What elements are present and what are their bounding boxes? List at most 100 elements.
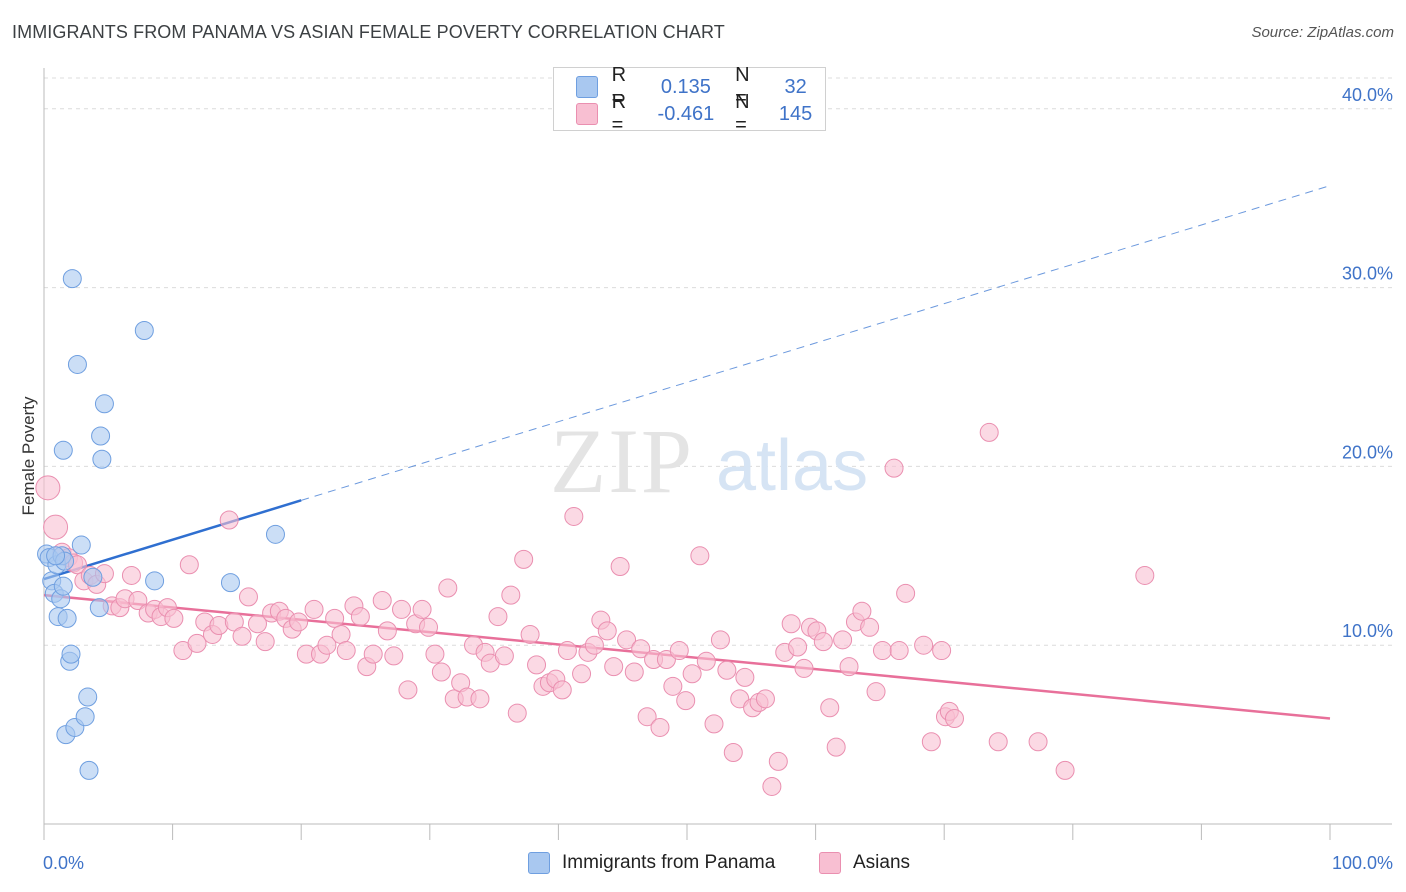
data-point-asians bbox=[979, 422, 999, 442]
source-credit: Source: ZipAtlas.com bbox=[1251, 24, 1394, 41]
data-point-asians bbox=[372, 590, 392, 610]
data-point-asians bbox=[944, 709, 964, 729]
data-point-asians bbox=[384, 646, 404, 666]
data-point-panama bbox=[89, 598, 109, 618]
data-point-panama bbox=[134, 320, 154, 340]
data-point-asians bbox=[631, 639, 651, 659]
legend-n-label: N = bbox=[735, 91, 750, 136]
legend-r-label: R = bbox=[611, 64, 627, 109]
data-point-asians bbox=[794, 658, 814, 678]
points-layer bbox=[35, 269, 1155, 796]
data-point-asians bbox=[884, 458, 904, 478]
chart-title: IMMIGRANTS FROM PANAMA VS ASIAN FEMALE P… bbox=[12, 22, 725, 42]
y-tick-label: 40.0% bbox=[1342, 85, 1393, 105]
data-point-asians bbox=[820, 698, 840, 718]
data-point-asians bbox=[650, 717, 670, 737]
data-point-asians bbox=[597, 621, 617, 641]
data-point-asians bbox=[604, 657, 624, 677]
data-point-asians bbox=[833, 630, 853, 650]
data-point-asians bbox=[610, 557, 630, 577]
data-point-asians bbox=[557, 641, 577, 661]
data-point-asians bbox=[331, 624, 351, 644]
correlation-legend: R = 0.135 N = 32 R = -0.461 N = 145 bbox=[553, 64, 826, 136]
data-point-asians bbox=[921, 732, 941, 752]
data-point-panama bbox=[75, 707, 95, 727]
bottom-legend-swatch-asians bbox=[819, 852, 841, 874]
data-point-panama bbox=[265, 524, 285, 544]
data-point-asians bbox=[336, 641, 356, 661]
x-tick-label: 100.0% bbox=[1332, 853, 1393, 873]
legend-row-panama: R = 0.135 N = 32 bbox=[576, 64, 825, 109]
data-point-asians bbox=[232, 626, 252, 646]
data-point-asians bbox=[584, 635, 604, 655]
bottom-legend-label-panama: Immigrants from Panama bbox=[562, 852, 776, 873]
data-point-panama bbox=[220, 573, 240, 593]
data-point-asians bbox=[988, 732, 1008, 752]
data-point-panama bbox=[94, 394, 114, 414]
data-point-asians bbox=[755, 689, 775, 709]
data-point-asians bbox=[247, 614, 267, 634]
data-point-panama bbox=[53, 576, 73, 596]
axes-layer: 10.0% 20.0% 30.0% 40.0% 0.0% 100.0% bbox=[43, 68, 1393, 873]
data-point-asians bbox=[514, 549, 534, 569]
data-point-panama bbox=[67, 354, 87, 374]
data-point-asians bbox=[932, 641, 952, 661]
data-point-asians bbox=[219, 510, 239, 530]
watermark: ZIP atlas bbox=[550, 410, 868, 512]
data-point-asians bbox=[164, 608, 184, 628]
data-point-asians bbox=[363, 644, 383, 664]
data-point-asians bbox=[419, 617, 439, 637]
data-point-asians bbox=[377, 621, 397, 641]
data-point-panama bbox=[83, 567, 103, 587]
bottom-legend-asians: Asians bbox=[819, 852, 910, 874]
data-point-asians bbox=[914, 635, 934, 655]
data-point-asians bbox=[624, 662, 644, 682]
data-point-panama bbox=[79, 760, 99, 780]
data-point-asians bbox=[209, 616, 229, 636]
data-point-asians bbox=[325, 608, 345, 628]
data-point-panama bbox=[91, 426, 111, 446]
y-tick-label: 30.0% bbox=[1342, 264, 1393, 284]
data-point-asians bbox=[398, 680, 418, 700]
data-point-asians bbox=[637, 707, 657, 727]
data-point-asians bbox=[179, 555, 199, 575]
data-point-asians bbox=[392, 599, 412, 619]
y-tick-label: 20.0% bbox=[1342, 442, 1393, 462]
bottom-legend-panama: Immigrants from Panama bbox=[528, 852, 775, 874]
legend-swatch-panama bbox=[576, 76, 598, 98]
grid-layer bbox=[44, 77, 1392, 646]
data-point-panama bbox=[53, 440, 73, 460]
data-point-panama bbox=[57, 608, 77, 628]
data-point-asians bbox=[723, 742, 743, 762]
y-axis-label: Female Poverty bbox=[19, 396, 38, 516]
legend-n-value: 32 bbox=[784, 75, 807, 98]
data-point-asians bbox=[128, 590, 148, 610]
legend-r-value: 0.135 bbox=[660, 75, 711, 98]
trend-line-panama bbox=[43, 499, 302, 581]
legend-row-asians: R = -0.461 N = 145 bbox=[576, 91, 825, 136]
data-point-asians bbox=[826, 737, 846, 757]
trend-line-panama-extension bbox=[301, 185, 1331, 501]
data-point-asians bbox=[663, 676, 683, 696]
data-point-panama bbox=[92, 449, 112, 469]
x-tick-label: 0.0% bbox=[43, 853, 84, 873]
y-tick-label: 10.0% bbox=[1342, 621, 1393, 641]
data-point-asians bbox=[1028, 732, 1048, 752]
data-point-asians bbox=[768, 751, 788, 771]
data-point-asians bbox=[412, 599, 432, 619]
legend-r-value: -0.461 bbox=[657, 102, 715, 125]
data-point-asians bbox=[704, 714, 724, 734]
data-point-asians bbox=[304, 599, 324, 619]
legend-swatch-asians bbox=[576, 103, 598, 125]
data-point-asians bbox=[564, 506, 584, 526]
data-point-panama bbox=[46, 546, 66, 566]
data-point-asians bbox=[889, 641, 909, 661]
data-point-asians bbox=[431, 662, 451, 682]
data-point-asians bbox=[317, 635, 337, 655]
data-point-asians bbox=[839, 657, 859, 677]
data-point-asians bbox=[866, 682, 886, 702]
data-point-asians bbox=[187, 633, 207, 653]
data-point-asians bbox=[690, 546, 710, 566]
data-point-asians bbox=[788, 637, 808, 657]
